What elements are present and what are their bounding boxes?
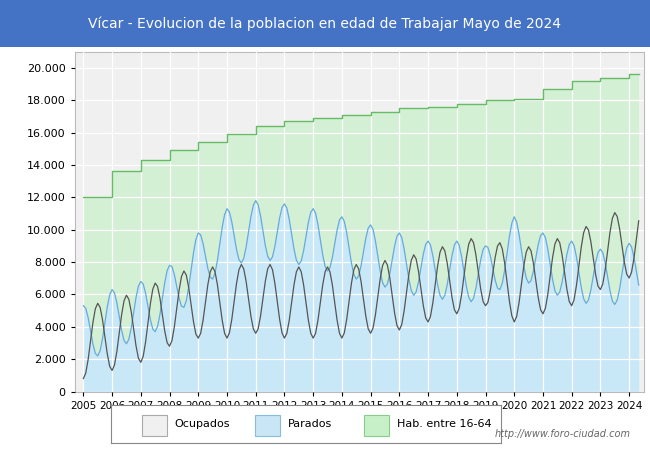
Text: Parados: Parados xyxy=(288,419,332,429)
Text: Hab. entre 16-64: Hab. entre 16-64 xyxy=(397,419,492,429)
Text: Vícar - Evolucion de la poblacion en edad de Trabajar Mayo de 2024: Vícar - Evolucion de la poblacion en eda… xyxy=(88,16,562,31)
Bar xyxy=(142,414,167,436)
Bar xyxy=(364,414,389,436)
Bar xyxy=(255,414,280,436)
Text: Ocupados: Ocupados xyxy=(175,419,230,429)
Text: http://www.foro-ciudad.com: http://www.foro-ciudad.com xyxy=(495,429,630,439)
